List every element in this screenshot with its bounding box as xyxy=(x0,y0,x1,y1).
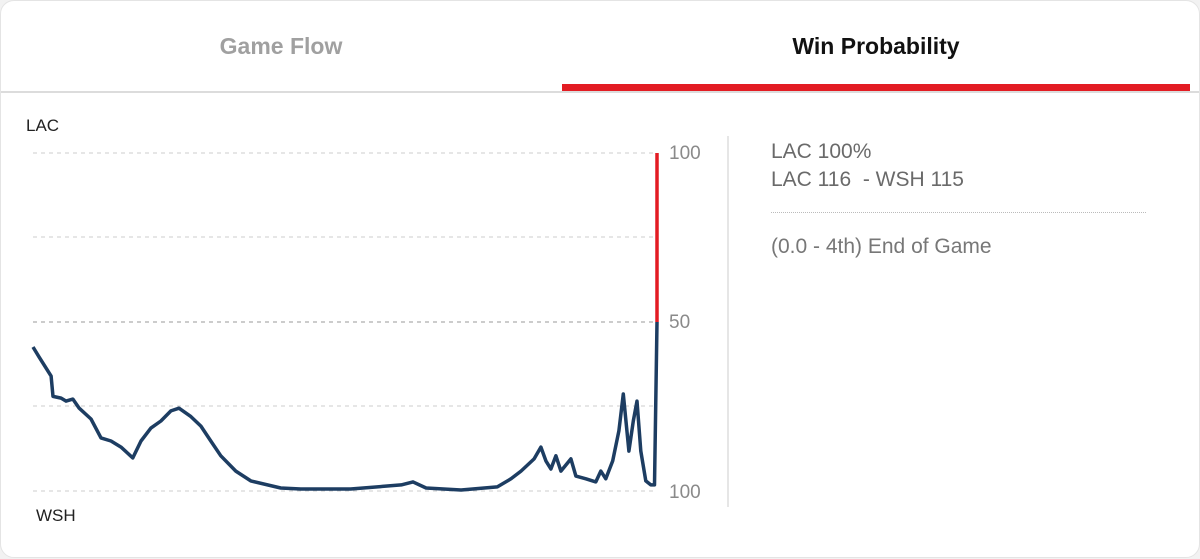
info-divider xyxy=(771,212,1146,213)
bottom-team-label: WSH xyxy=(36,506,76,525)
series-line-lac-win-probability xyxy=(31,321,659,492)
score-text: LAC 116 - WSH 115 xyxy=(771,168,964,191)
play-description: (0.0 - 4th) End of Game xyxy=(771,235,992,258)
top-team-label: LAC xyxy=(26,116,60,135)
tab-win-probability[interactable]: Win Probability xyxy=(792,32,960,59)
tab-game-flow[interactable]: Game Flow xyxy=(219,32,343,59)
y-tick-label: 50 xyxy=(669,312,691,333)
tab-divider xyxy=(1,91,1199,93)
y-tick-label: 100 xyxy=(669,482,701,503)
y-tick-label: 100 xyxy=(669,143,701,164)
active-tab-indicator xyxy=(562,84,1190,91)
win-probability-text: LAC 100% xyxy=(771,140,872,163)
